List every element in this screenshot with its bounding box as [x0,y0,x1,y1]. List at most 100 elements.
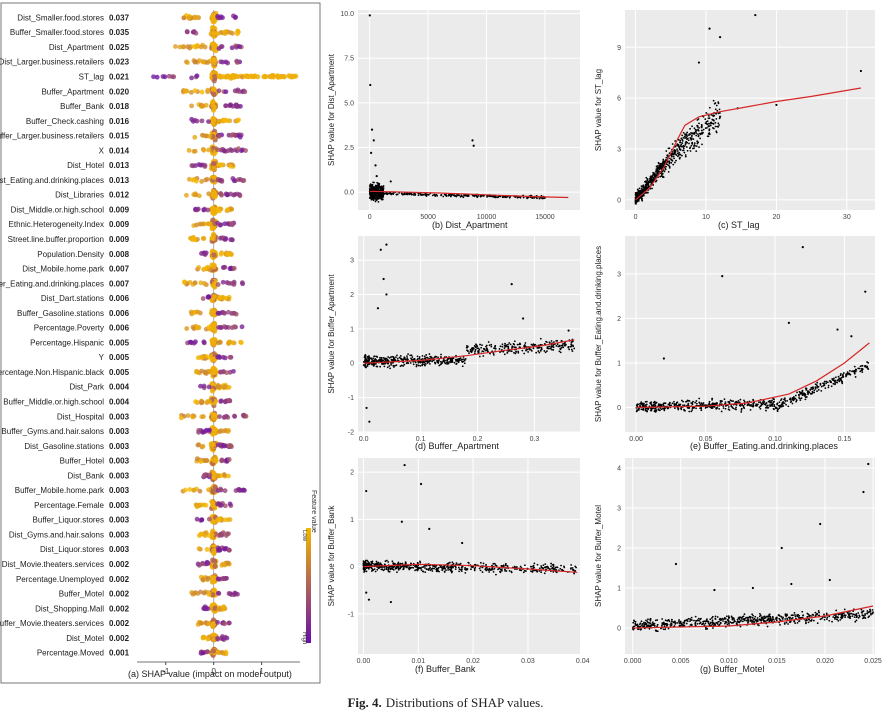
data-point [442,195,445,198]
data-point [813,389,816,392]
beeswarm-row [194,454,232,467]
data-point [689,133,691,136]
feature-importance: 0.008 [109,250,130,259]
y-tick-label: 6 [617,96,621,103]
data-point [373,181,375,184]
data-point [453,361,456,364]
data-point [677,154,680,156]
data-point [490,345,493,348]
shap-point [219,44,225,49]
shap-point [215,635,221,641]
feature-importance: 0.006 [109,324,130,333]
data-point [664,159,667,162]
shap-point [210,310,216,316]
shap-point [194,222,199,228]
data-point [676,143,679,146]
data-point [416,355,419,358]
x-tick-label: 0 [368,214,372,221]
data-point [698,122,700,125]
data-point [659,175,662,178]
beeswarm-row [198,646,229,658]
data-point [380,358,383,361]
data-point [769,405,772,407]
data-point [770,404,773,407]
feature-importance: 0.004 [109,383,130,392]
data-point [386,359,389,361]
data-point [723,398,726,400]
data-point [678,151,681,154]
shap-point [224,531,230,537]
data-point [410,193,413,196]
shap-point [226,280,232,286]
data-point [773,404,776,406]
x-tick-label: 20 [773,214,781,221]
beeswarm-row [194,365,236,379]
data-point [372,187,375,189]
shap-point [215,282,221,287]
data-point [374,200,377,203]
y-tick-label: 2 [617,316,621,323]
data-point [792,398,795,401]
data-point [765,406,768,408]
shap-point [210,98,216,105]
feature-label: Dist_Bank [68,471,105,480]
data-point [379,356,381,359]
data-point [679,141,682,144]
data-point [644,184,647,187]
data-point [515,350,518,353]
data-point [814,386,817,389]
shap-point [151,74,156,80]
data-point [634,202,637,205]
data-point [573,347,576,350]
data-point [369,197,372,199]
data-point [411,356,414,358]
data-point [508,196,511,199]
shap-point [210,235,216,242]
data-point [549,347,552,350]
shap-point [230,30,235,36]
data-point [383,192,386,195]
data-point [822,382,824,385]
shap-point [194,325,200,331]
shap-point [211,470,217,476]
data-point [440,353,442,356]
beeswarm-row [180,86,248,97]
shap-point [225,148,231,154]
data-point [799,399,802,401]
data-point [691,409,694,411]
data-point [364,364,366,366]
data-point [654,175,657,178]
data-point [424,363,427,365]
data-point [389,180,392,183]
data-point [735,406,737,409]
data-point [650,408,653,411]
data-point [704,118,707,121]
data-point [676,150,679,152]
data-point [654,403,656,405]
data-point [650,181,653,184]
data-point [673,404,676,407]
data-point [861,371,864,374]
data-point [518,346,521,349]
shap-point [209,388,215,394]
data-point [385,293,388,296]
data-point [849,369,851,372]
shap-point [216,73,222,79]
data-point [470,351,473,354]
x-tick-label: 15000 [535,214,555,221]
data-point [740,411,743,413]
shap-point [216,590,222,596]
shap-point [218,222,224,228]
data-point [715,406,718,409]
shap-point [226,591,232,596]
data-point [698,126,700,129]
shap-point [201,280,207,286]
data-point [392,357,395,360]
data-point [684,142,687,144]
x-tick-label: 0.1 [416,436,426,443]
data-point [861,369,863,372]
data-point [845,373,848,376]
shap-point [193,163,198,168]
panel-xlabel: (d) Buffer_Apartment [415,441,499,451]
beeswarm-row [195,617,232,629]
